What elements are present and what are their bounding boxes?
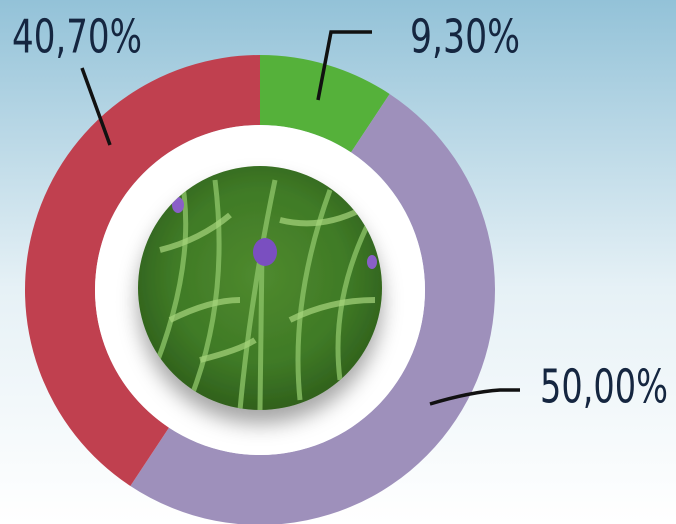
- chart: 9,30% 50,00% 40,70%: [0, 0, 676, 524]
- center-photo: [138, 166, 382, 410]
- page-body: {"chart_data": {"type": "donut", "values…: [0, 0, 676, 524]
- page: html, body { margin: 0; padding: 0; widt…: [0, 0, 676, 524]
- value-label: 50,00%: [540, 360, 668, 414]
- value-label: 9,30%: [410, 10, 520, 64]
- value-label: 40,70%: [12, 10, 142, 64]
